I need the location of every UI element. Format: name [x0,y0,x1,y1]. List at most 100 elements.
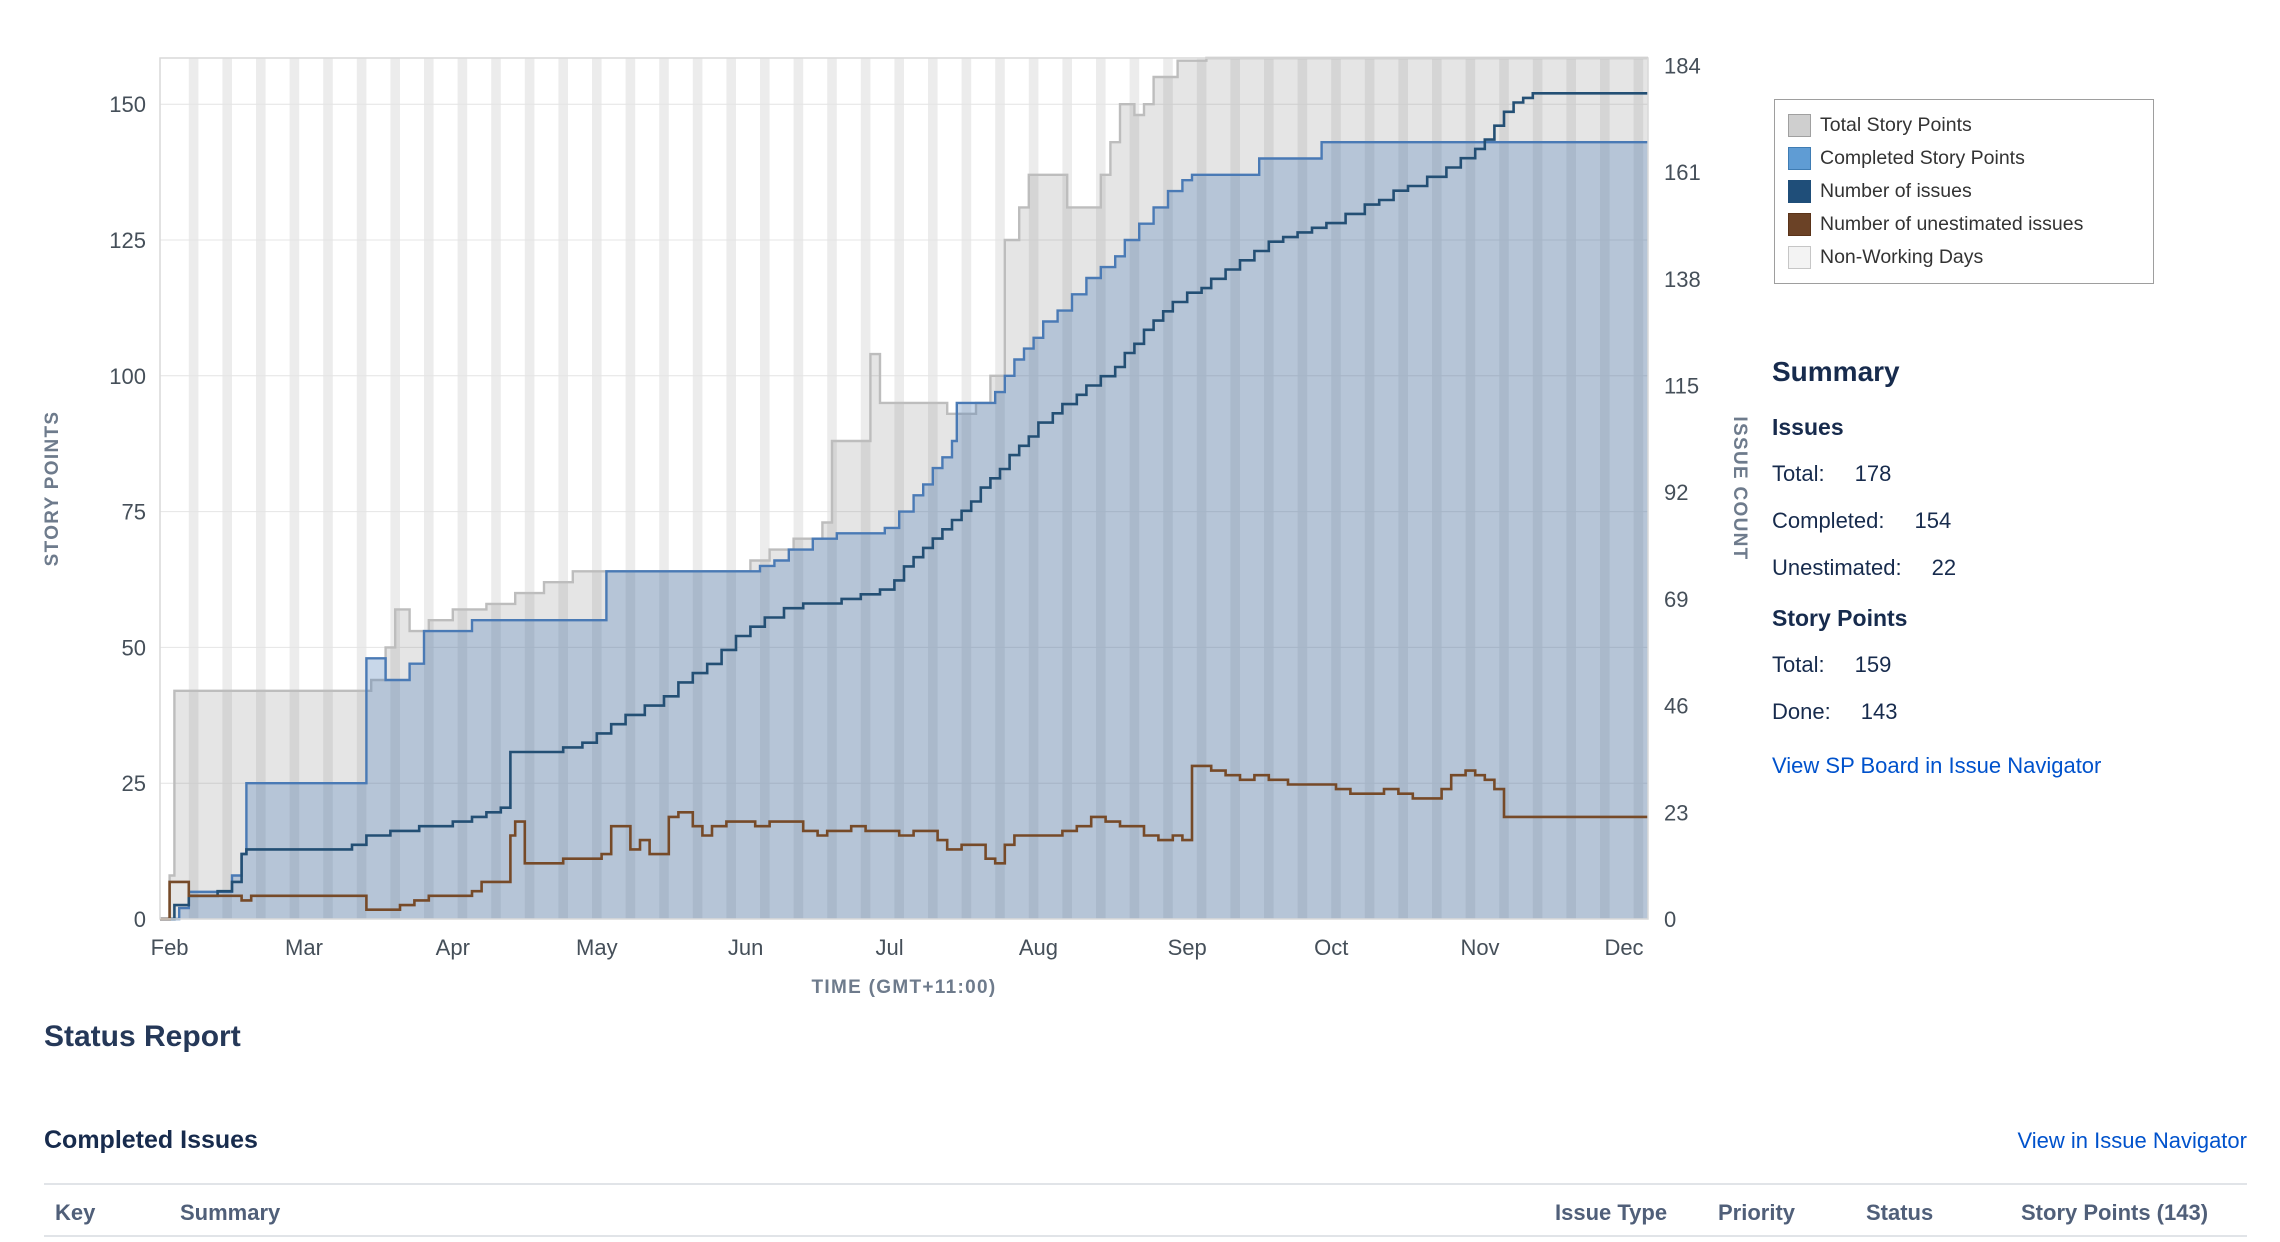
summary-story-points-heading: Story Points [1772,605,1908,631]
y-right-tick-label: 115 [1664,374,1699,399]
view-sp-board-link[interactable]: View SP Board in Issue Navigator [1772,753,2102,778]
completed-issues-table-header: Key Summary Issue Type Priority Status S… [44,1183,2247,1237]
line-number-of-issues [160,92,1648,921]
non-working-day-band [726,58,736,919]
non-working-day-band [524,58,535,919]
x-axis-title: TIME (GMT+11:00) [812,977,997,998]
legend-item-completed-story-points: Completed Story Points [1788,147,2140,170]
x-tick-label: Feb [151,935,189,960]
non-working-day-band [1196,58,1207,919]
non-working-day-band [457,58,468,919]
row-label: Completed: [1772,508,1885,533]
non-working-day-band [323,58,333,919]
y-right-tick-label: 0 [1664,907,1676,932]
column-header-priority: Priority [1718,1200,1796,1225]
y-right-tick-label: 138 [1664,267,1701,292]
non-working-day-band [1163,58,1173,919]
x-tick-label: Sep [1168,935,1207,960]
non-working-day-band [558,58,568,919]
non-working-day-band [222,58,232,919]
non-working-day-band [692,58,703,919]
y-right-tick-label: 161 [1664,160,1701,185]
area-completed-story-points [160,142,1648,919]
non-working-day-band [995,58,1005,919]
non-working-day-band [1264,58,1274,919]
summary-story-points-group: Story Points Total: 159 Done: 143 [1772,605,2252,725]
completed-issues-heading: Completed Issues [44,1126,258,1154]
legend-item-total-story-points: Total Story Points [1788,114,2140,137]
burnup-chart-area: 0 25 50 75 100 125 150 0 23 46 69 92 115 138 161 184 Feb… [42,53,1750,998]
x-tick-label: Jul [876,935,904,960]
row-label: Done: [1772,699,1831,724]
non-working-day-band [1331,58,1341,919]
row-value: 154 [1914,508,1952,533]
row-label: Total: [1772,461,1825,486]
non-working-day-band [289,58,300,919]
non-working-day-band [1532,58,1543,919]
completed-issues-header: Completed Issues View in Issue Navigator [44,1126,2247,1155]
column-header-key: Key [55,1200,96,1225]
unestimated-issues-swatch-icon [1788,213,1811,236]
x-tick-label: Dec [1604,935,1643,960]
y-left-axis-title: STORY POINTS [42,411,63,567]
legend-label: Completed Story Points [1820,147,2025,169]
line-number-of-unestimated-issues [160,764,1648,921]
y-left-tick-label: 25 [122,771,146,796]
summary-row-issues-total: Total: 178 [1772,461,2252,487]
legend-label: Non-Working Days [1820,246,1984,268]
summary-row-issues-unestimated: Unestimated: 22 [1772,555,2252,581]
non-working-day-band [1499,58,1509,919]
non-working-day-band [961,58,972,919]
view-in-issue-navigator-link[interactable]: View in Issue Navigator [2017,1128,2248,1153]
summary-issues-group: Issues Total: 178 Completed: 154 Unestimat… [1772,414,2252,581]
column-header-status: Status [1866,1200,1934,1225]
total-story-points-swatch-icon [1788,114,1811,137]
x-tick-label: Aug [1019,935,1058,960]
y-left-tick-label: 150 [109,92,146,117]
non-working-day-band [356,58,367,919]
non-working-day-band [928,58,938,919]
y-right-tick-label: 92 [1664,480,1688,505]
non-working-day-band [894,58,904,919]
x-tick-label: Oct [1314,935,1348,960]
non-working-day-band [793,58,804,919]
y-right-tick-label: 69 [1664,587,1688,612]
column-header-issue-type: Issue Type [1555,1200,1668,1225]
summary-panel: Summary Issues Total: 178 Completed: 154 U… [1772,356,2252,779]
legend-item-non-working-days: Non-Working Days [1788,246,2140,269]
y-left-tick-label: 50 [122,635,146,660]
row-label: Total: [1772,652,1825,677]
y-right-axis-title: ISSUE COUNT [1729,416,1750,560]
legend-item-unestimated-issues: Number of unestimated issues [1788,213,2140,236]
row-value: 178 [1854,461,1892,486]
non-working-day-band [625,58,636,919]
non-working-day-band [256,58,266,919]
legend-label: Total Story Points [1820,114,1972,136]
y-left-tick-label: 0 [134,907,146,932]
non-working-day-band [188,58,199,919]
non-working-day-band [1297,58,1308,919]
y-left-tick-label: 100 [109,364,146,389]
non-working-day-band [659,58,669,919]
non-working-day-band [1600,58,1610,919]
non-working-day-band [1633,58,1644,919]
non-working-days-swatch-icon [1788,246,1811,269]
non-working-day-band [1432,58,1442,919]
non-working-day-band [1096,58,1106,919]
non-working-day-band [1398,58,1408,919]
summary-row-issues-completed: Completed: 154 [1772,508,2252,534]
chart-legend: Total Story Points Completed Story Point… [1774,99,2154,284]
non-working-day-band [860,58,871,919]
column-header-summary: Summary [180,1200,281,1225]
non-working-day-band [1566,58,1576,919]
non-working-day-band [1062,58,1072,919]
completed-story-points-swatch-icon [1788,147,1811,170]
x-tick-label: Mar [285,935,323,960]
status-report-title: Status Report [44,1020,241,1053]
y-right-tick-label: 46 [1664,694,1688,719]
non-working-day-band [1364,58,1375,919]
summary-issues-heading: Issues [1772,414,1844,440]
x-tick-label: Nov [1460,935,1499,960]
summary-title: Summary [1772,356,1900,387]
